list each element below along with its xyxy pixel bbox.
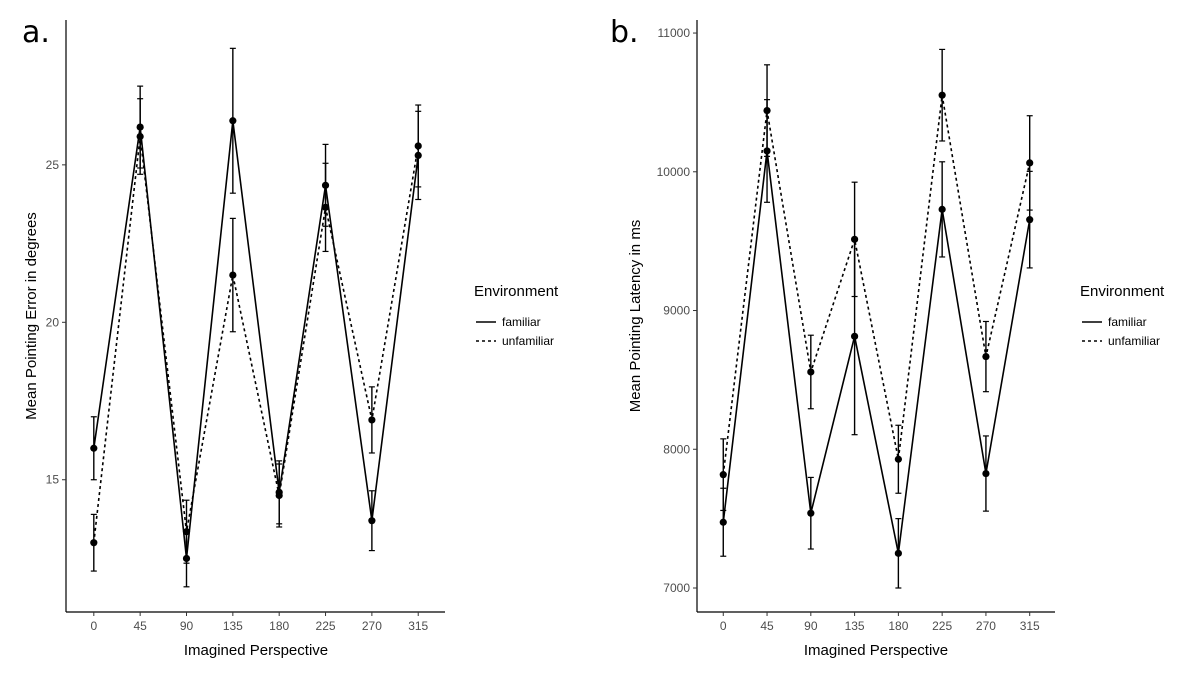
panel-b: b. 7000 8000 9000 10000 11000 0 45 90 135 180 225 27… xyxy=(610,15,1165,659)
series-line xyxy=(93,120,420,559)
data-point xyxy=(938,91,946,99)
x-tick-label: 90 xyxy=(180,619,194,633)
data-point xyxy=(850,332,859,340)
data-point xyxy=(90,539,98,547)
legend: Environment familiar unfamiliar xyxy=(1080,283,1165,348)
data-point xyxy=(763,106,771,115)
data-point xyxy=(414,142,422,150)
series-unfamiliar xyxy=(90,98,422,572)
data-point xyxy=(807,509,815,517)
x-tick-label: 0 xyxy=(720,619,727,633)
y-tick-label: 8000 xyxy=(663,442,690,456)
data-point xyxy=(321,203,330,211)
data-point xyxy=(982,469,990,478)
x-tick-label: 135 xyxy=(845,619,865,633)
data-point xyxy=(1026,159,1034,167)
data-point xyxy=(894,455,902,463)
series-line xyxy=(93,136,420,543)
x-tick-label: 270 xyxy=(362,619,382,633)
data-point xyxy=(368,517,376,525)
x-axis-title: Imagined Perspective xyxy=(804,642,948,659)
y-tick-label: 15 xyxy=(46,473,60,487)
panel-label: a. xyxy=(22,15,50,50)
legend: Environment familiar unfamiliar xyxy=(474,283,559,348)
data-point xyxy=(229,117,237,125)
panel-a: a. 15 20 25 0 45 90 135 180 225 270 315 Imagined Per… xyxy=(22,15,559,659)
x-tick-label: 270 xyxy=(976,619,996,633)
legend-label: unfamiliar xyxy=(502,334,554,348)
x-tick-label: 225 xyxy=(932,619,952,633)
series-unfamiliar xyxy=(719,48,1034,512)
x-tick-label: 315 xyxy=(408,619,428,633)
data-point xyxy=(982,352,990,361)
x-tick-label: 315 xyxy=(1020,619,1040,633)
x-tick-label: 0 xyxy=(90,619,97,633)
data-point xyxy=(368,416,376,424)
legend-label: unfamiliar xyxy=(1108,334,1160,348)
data-point xyxy=(1026,216,1034,224)
x-tick-label: 45 xyxy=(760,619,774,633)
data-point xyxy=(719,471,727,479)
panel-label: b. xyxy=(610,15,639,50)
series-familiar xyxy=(719,99,1034,589)
legend-label: familiar xyxy=(502,315,541,329)
data-point xyxy=(275,491,283,500)
legend-label: familiar xyxy=(1108,315,1147,329)
data-point xyxy=(807,368,815,376)
x-tick-label: 45 xyxy=(133,619,147,633)
y-tick-label: 11000 xyxy=(658,26,691,40)
x-tick-label: 135 xyxy=(223,619,243,633)
legend-title: Environment xyxy=(474,283,559,300)
data-point xyxy=(938,205,946,213)
data-point xyxy=(719,518,727,526)
series-line xyxy=(722,95,1031,475)
y-axis-title: Mean Pointing Latency in ms xyxy=(627,220,644,413)
x-tick-label: 180 xyxy=(269,619,289,633)
series-line xyxy=(722,150,1031,554)
data-point xyxy=(136,132,144,141)
data-point xyxy=(90,444,98,452)
data-point xyxy=(850,235,859,243)
y-tick-label: 9000 xyxy=(663,304,690,318)
data-point xyxy=(894,549,902,557)
x-tick-label: 90 xyxy=(804,619,818,633)
y-tick-label: 20 xyxy=(46,315,60,329)
y-tick-label: 25 xyxy=(46,158,60,172)
x-axis-title: Imagined Perspective xyxy=(184,642,328,659)
y-tick-label: 10000 xyxy=(657,165,691,179)
legend-title: Environment xyxy=(1080,283,1165,300)
x-tick-label: 225 xyxy=(316,619,336,633)
data-point xyxy=(182,528,191,536)
y-tick-label: 7000 xyxy=(663,581,690,595)
x-tick-label: 180 xyxy=(888,619,908,633)
data-point xyxy=(229,271,237,279)
y-axis-title: Mean Pointing Error in degrees xyxy=(23,212,40,420)
